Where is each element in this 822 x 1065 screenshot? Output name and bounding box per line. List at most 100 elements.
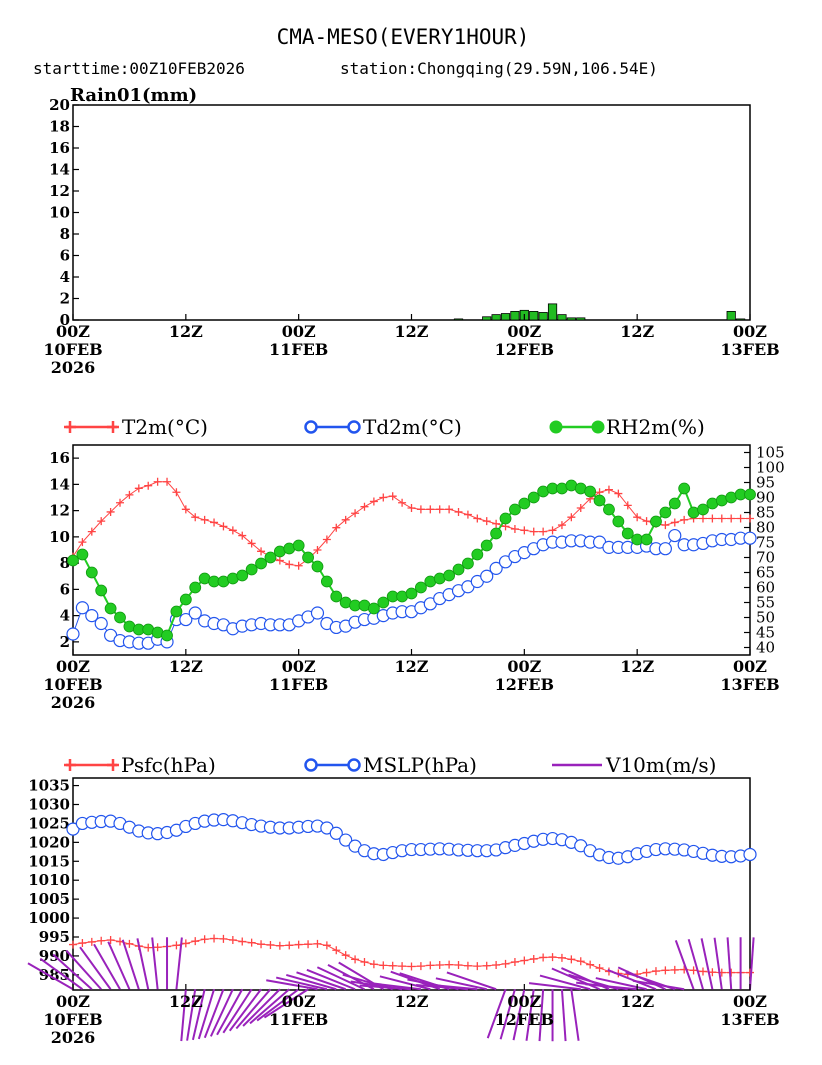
- psfc-point: [87, 937, 96, 946]
- psfc-point: [125, 939, 134, 948]
- x-tick-label: 00Z: [507, 657, 541, 676]
- td2m-point: [489, 561, 503, 575]
- y-tick-label: 18: [49, 118, 70, 136]
- legend-marker: [107, 421, 119, 433]
- rh2m-point: [621, 527, 634, 540]
- wind-barb: [512, 989, 526, 1041]
- rh2m-point: [161, 629, 173, 642]
- x-tick-label: 00Z: [733, 992, 767, 1011]
- y-tick-label: 2: [60, 290, 70, 308]
- legend-item: Td2m(°C): [304, 415, 462, 439]
- wind-barb: [203, 988, 225, 1039]
- x-tick-label: 12Z: [395, 322, 429, 341]
- wind-barb: [52, 953, 93, 990]
- t2m-point: [285, 560, 294, 569]
- wind-barb: [263, 988, 309, 1019]
- figure-title: CMA-MESO(EVERY1HOUR): [277, 25, 530, 49]
- wind-barb: [191, 989, 206, 1041]
- t2m-point: [294, 561, 303, 570]
- t2m-point: [341, 515, 350, 524]
- rh2m-point: [697, 503, 709, 516]
- rh2m-point: [640, 533, 653, 546]
- psfc-point: [482, 961, 491, 970]
- t2m-point: [482, 517, 491, 526]
- t2m-point: [473, 514, 482, 523]
- psfc-point: [285, 941, 294, 950]
- x-tick-label: 10FEB: [43, 340, 102, 359]
- rh2m-point: [603, 503, 615, 516]
- y-tick-label: 8: [60, 554, 70, 572]
- t2m-point: [257, 547, 266, 556]
- psfc-point: [595, 964, 604, 973]
- wind-barb: [486, 988, 507, 1039]
- x-tick-label: 00Z: [282, 992, 316, 1011]
- wind-barb: [275, 976, 328, 991]
- psfc-point: [529, 954, 538, 963]
- rh2m-point: [499, 512, 512, 525]
- x-tick-label: 2026: [51, 358, 96, 377]
- y-tick-label: 8: [60, 225, 70, 243]
- psfc-point: [416, 962, 425, 971]
- wind-barb: [107, 941, 131, 990]
- legend-marker: [64, 421, 76, 433]
- t2m-point: [557, 521, 566, 530]
- legend-marker: [347, 420, 361, 434]
- t2m-point: [97, 517, 106, 526]
- x-tick-label: 12Z: [169, 322, 203, 341]
- t2m-point: [642, 517, 651, 526]
- x-tick-label: 11FEB: [269, 340, 328, 359]
- x-tick-label: 12FEB: [495, 675, 554, 694]
- psfc-point: [181, 939, 190, 948]
- y-tick-label: 12: [49, 502, 70, 520]
- psfc-point: [210, 934, 219, 943]
- wind-barb: [216, 988, 244, 1036]
- psfc-point: [576, 957, 585, 966]
- y-right-tick-label: 70: [756, 549, 775, 567]
- t2m-point: [247, 539, 256, 548]
- psfc-point: [567, 955, 576, 964]
- rh2m-point: [490, 527, 503, 540]
- mslp-point: [66, 822, 80, 836]
- y-tick-label: 1015: [28, 852, 70, 870]
- td2m-point: [668, 528, 682, 543]
- t2m-point: [463, 510, 472, 519]
- rh2m-point: [95, 584, 108, 597]
- t2m-point: [275, 556, 284, 565]
- wind-barb: [700, 938, 714, 990]
- t2m-point: [163, 477, 172, 486]
- rain-axis-label: Rain01(mm): [70, 85, 197, 106]
- psfc-point: [144, 943, 153, 952]
- td2m-point: [66, 627, 80, 641]
- t2m-point: [529, 527, 538, 536]
- legend-item: MSLP(hPa): [304, 753, 477, 777]
- rh2m-point: [330, 590, 343, 603]
- t2m-line: [72, 481, 750, 567]
- wind-barb: [539, 974, 591, 991]
- t2m-point: [492, 519, 501, 528]
- y-tick-label: 1030: [28, 796, 70, 814]
- legend-label-1: MSLP(hPa): [363, 753, 477, 777]
- t2m-point: [576, 504, 585, 512]
- rain-bar: [576, 317, 586, 321]
- x-tick-label: 13FEB: [720, 340, 779, 359]
- x-tick-label: 00Z: [733, 322, 767, 341]
- psfc-point: [651, 967, 660, 976]
- rh2m-point: [659, 506, 672, 519]
- t2m-point: [116, 498, 125, 507]
- rh2m-point: [471, 548, 484, 561]
- legend-marker: [64, 759, 76, 771]
- psfc-point: [379, 961, 388, 970]
- x-tick-label: 00Z: [282, 657, 316, 676]
- mslp-point: [339, 833, 353, 847]
- rain-bar: [547, 303, 558, 321]
- wind-barb: [249, 988, 290, 1025]
- wind-barb: [359, 984, 412, 991]
- x-tick-label: 12Z: [395, 992, 429, 1011]
- rh2m-point: [292, 539, 305, 552]
- rh2m-point: [377, 596, 390, 609]
- y-tick-label: 4: [60, 268, 70, 286]
- y-right-tick-label: 90: [756, 489, 775, 507]
- rh2m-point: [452, 563, 465, 576]
- t2m-point: [172, 488, 181, 497]
- wind-barb: [570, 989, 580, 1041]
